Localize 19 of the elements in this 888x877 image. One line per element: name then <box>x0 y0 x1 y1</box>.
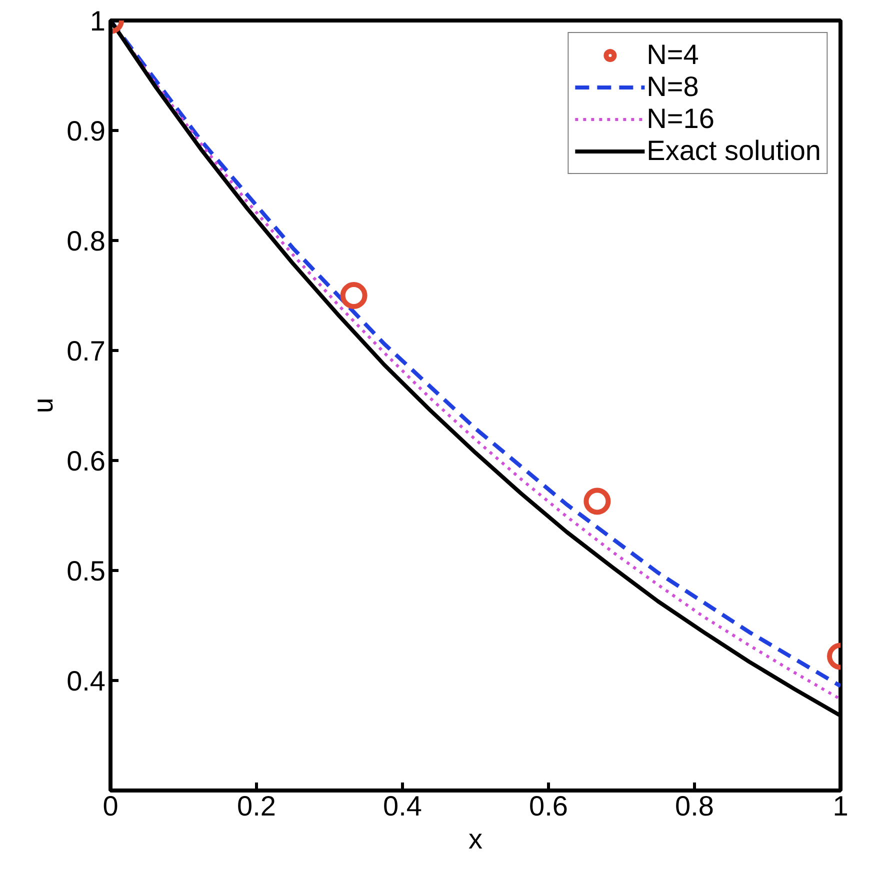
y-tick-label: 0.6 <box>66 446 106 476</box>
y-tick-label: 0.8 <box>66 226 106 256</box>
legend-label: N=8 <box>646 71 699 103</box>
legend-label: N=4 <box>646 39 699 71</box>
legend-label: N=16 <box>646 103 714 135</box>
legend-label: Exact solution <box>646 135 821 167</box>
y-tick-label: 0.4 <box>66 666 106 696</box>
x-tick-label: 0 <box>102 790 118 822</box>
x-tick-label: 1 <box>832 790 848 822</box>
x-axis-title: x <box>468 824 482 854</box>
y-tick-label: 0.5 <box>66 556 106 586</box>
y-tick-label: 1 <box>90 6 106 36</box>
x-tick-label: 0.8 <box>675 790 714 822</box>
x-tick-label: 0.2 <box>237 790 276 822</box>
y-axis-title: u <box>28 398 59 414</box>
y-tick-label: 0.7 <box>66 336 106 366</box>
y-tick-label: 0.9 <box>66 116 106 146</box>
x-tick-label: 0.6 <box>529 790 568 822</box>
x-tick-label: 0.4 <box>383 790 422 822</box>
